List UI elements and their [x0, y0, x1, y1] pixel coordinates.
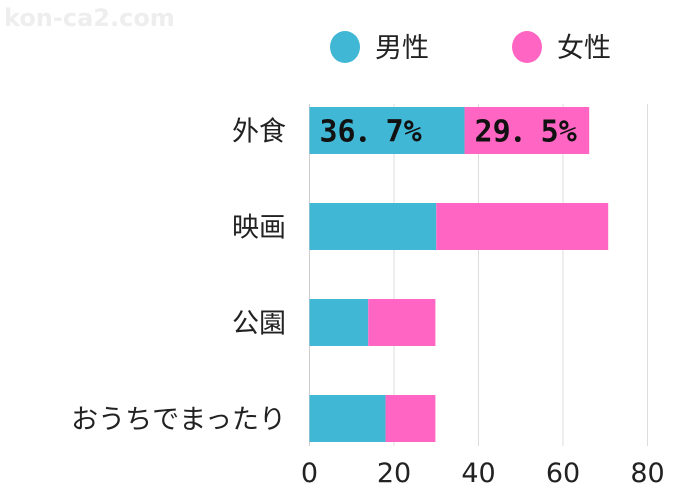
bar-male: [309, 395, 386, 442]
category-label: 外食: [232, 117, 286, 148]
category-label: 映画: [232, 213, 286, 244]
category-label: 公園: [232, 309, 286, 340]
x-tick-label: 40: [461, 458, 495, 489]
legend: 男性 女性: [330, 31, 611, 64]
bar-female: [464, 107, 590, 154]
x-tick-label: 0: [301, 458, 318, 489]
legend-marker: [330, 31, 360, 63]
bar-male: [309, 299, 369, 346]
legend-marker: [512, 31, 542, 63]
data-label: 29．5%: [475, 115, 577, 150]
bars: [309, 107, 609, 442]
x-tick-label: 20: [377, 458, 411, 489]
data-labels: 36．7% 29．5%: [320, 115, 577, 150]
legend-label: 男性: [375, 33, 429, 64]
bar-female: [436, 203, 609, 250]
x-tick-label: 60: [546, 458, 580, 489]
legend-label: 女性: [557, 33, 611, 64]
bar-male: [309, 203, 437, 250]
watermark: kon-ca2.com: [4, 4, 175, 32]
bar-female: [385, 395, 436, 442]
data-label: 36．7%: [320, 115, 422, 150]
bar-female: [368, 299, 436, 346]
x-tick-label: 80: [630, 458, 664, 489]
bar-male: [309, 107, 465, 154]
gridlines: [309, 104, 648, 446]
x-tick-labels: 0 20 40 60 80: [301, 458, 665, 489]
category-label: おうちでまったり: [71, 405, 286, 436]
